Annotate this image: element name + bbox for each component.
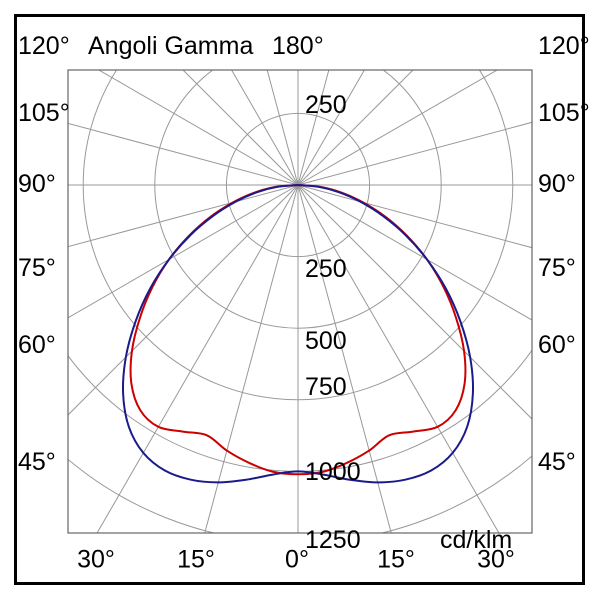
right-angle-label-105: 105° bbox=[538, 99, 590, 127]
radial-label-250: 250 bbox=[305, 255, 347, 283]
grid-spoke bbox=[68, 184, 299, 416]
grid-spoke bbox=[297, 184, 392, 533]
grid-ring bbox=[68, 455, 532, 533]
radial-label-750: 750 bbox=[305, 373, 347, 401]
grid-spoke bbox=[68, 184, 299, 319]
outer-frame bbox=[14, 14, 585, 585]
right-angle-label-120: 120° bbox=[538, 32, 590, 60]
grid-spoke bbox=[68, 122, 299, 186]
unit-label: cd/klm bbox=[440, 526, 513, 554]
right-angle-label-60: 60° bbox=[538, 331, 576, 359]
bottom-angle-label-30-left: 30° bbox=[77, 545, 115, 574]
grid-spoke bbox=[297, 184, 532, 321]
bottom-angle-label-15-left: 15° bbox=[177, 545, 215, 574]
left-angle-label-60: 60° bbox=[18, 331, 56, 359]
grid-spoke bbox=[231, 70, 299, 186]
right-angle-label-75: 75° bbox=[538, 254, 576, 282]
bottom-angle-label-15-right: 15° bbox=[377, 545, 415, 574]
grid-spoke bbox=[96, 184, 299, 533]
right-angle-label-45: 45° bbox=[538, 448, 576, 476]
distribution-curves bbox=[122, 184, 474, 484]
radial-label-500: 500 bbox=[305, 327, 347, 355]
plot-area-border bbox=[67, 69, 533, 534]
grid-spoke bbox=[297, 70, 330, 186]
grid-spoke bbox=[297, 184, 532, 420]
radial-label-250-upper: 250 bbox=[305, 91, 347, 119]
bottom-angle-label-0: 0° bbox=[285, 545, 309, 574]
top-axis-label-180: 180° bbox=[272, 32, 324, 60]
grid-spoke bbox=[297, 70, 499, 186]
radial-label-1000: 1000 bbox=[305, 458, 361, 486]
left-angle-label-45: 45° bbox=[18, 448, 56, 476]
grid-spoke bbox=[68, 184, 299, 248]
left-angle-label-105: 105° bbox=[18, 99, 70, 127]
grid-spoke bbox=[297, 184, 532, 249]
grid-spoke bbox=[297, 70, 414, 186]
left-angle-label-90: 90° bbox=[18, 170, 56, 198]
radial-label-1250: 1250 bbox=[305, 526, 361, 554]
grid-spoke bbox=[266, 70, 299, 186]
grid-spoke bbox=[182, 70, 299, 186]
left-angle-label-120: 120° bbox=[18, 32, 70, 60]
bottom-angle-label-30-right: 30° bbox=[477, 545, 515, 574]
grid-spoke bbox=[204, 184, 299, 533]
grid-spoke bbox=[297, 121, 532, 186]
right-angle-label-90: 90° bbox=[538, 170, 576, 198]
curve-c90-c270 bbox=[122, 184, 474, 484]
grid-spoke bbox=[297, 70, 365, 186]
grid-spoke bbox=[97, 70, 299, 186]
left-angle-label-75: 75° bbox=[18, 254, 56, 282]
page-title: Angoli Gamma bbox=[88, 32, 254, 60]
